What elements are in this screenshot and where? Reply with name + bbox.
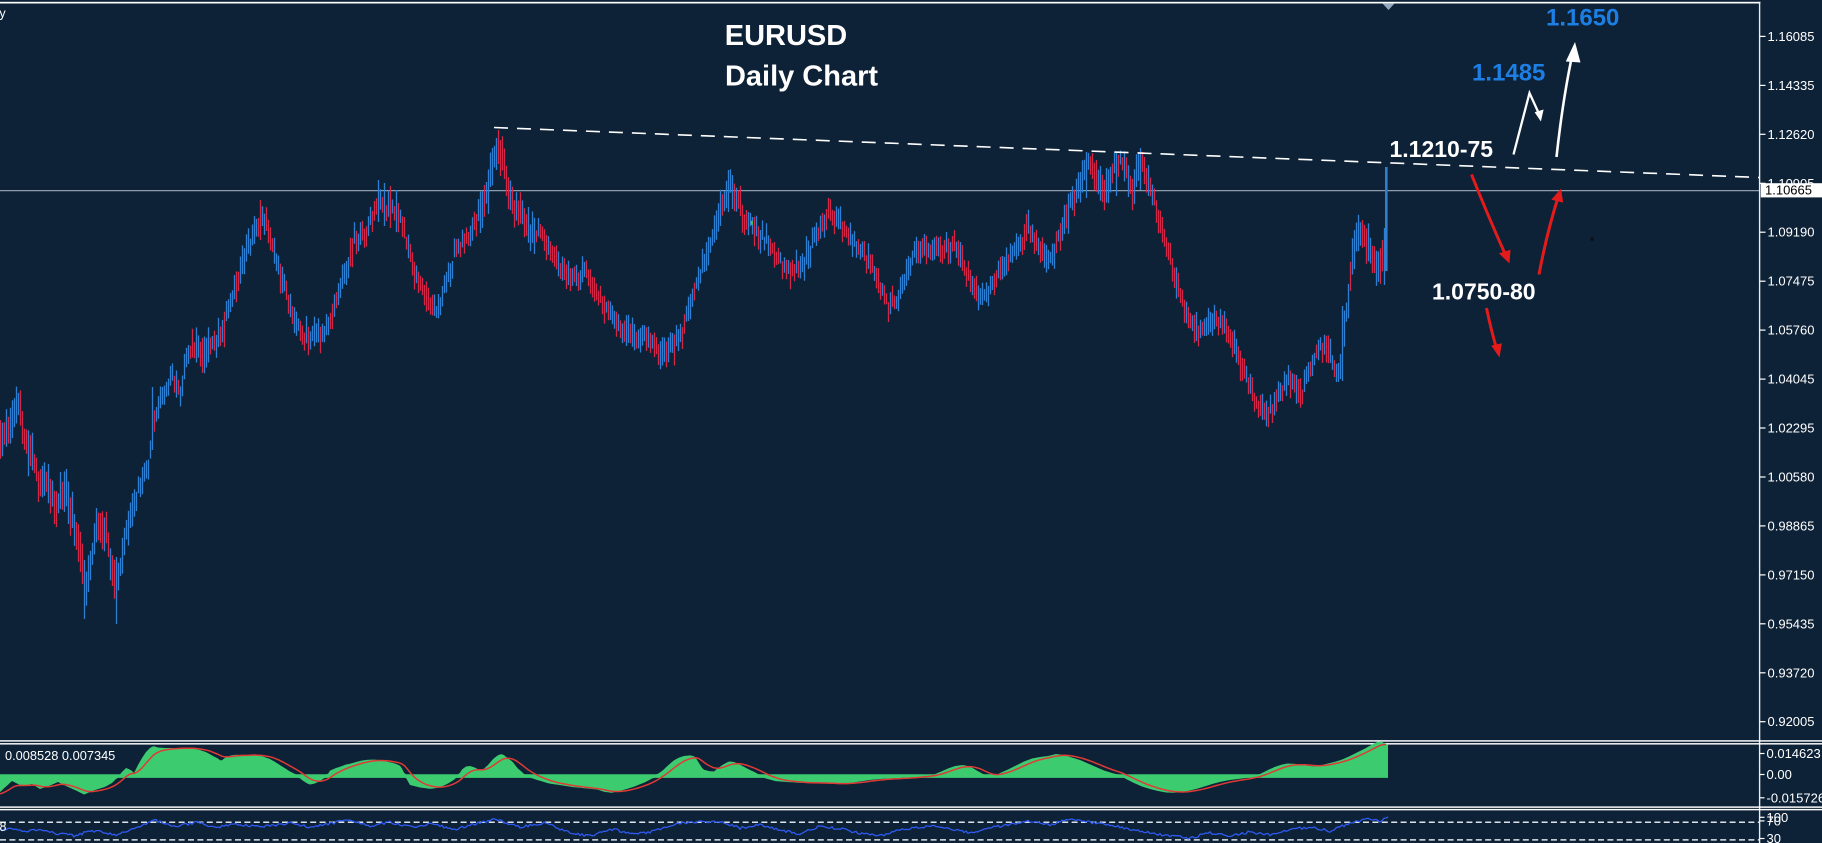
svg-text:0.008528 0.007345: 0.008528 0.007345 — [5, 748, 115, 763]
svg-text:1.1485: 1.1485 — [1472, 59, 1545, 86]
svg-text:EURUSD: EURUSD — [725, 20, 847, 52]
svg-text:70: 70 — [1767, 813, 1781, 828]
svg-text:0.95435: 0.95435 — [1768, 616, 1815, 631]
svg-text:1.16085: 1.16085 — [1768, 29, 1815, 44]
svg-text:1.10665: 1.10665 — [1765, 183, 1812, 198]
svg-text:0.92005: 0.92005 — [1768, 714, 1815, 729]
svg-text:1.1650: 1.1650 — [1546, 5, 1619, 32]
svg-text:100: 100 — [1767, 810, 1789, 825]
svg-text:0.00: 0.00 — [1767, 767, 1792, 782]
svg-text:1.04045: 1.04045 — [1768, 372, 1815, 387]
svg-text:-0.015726: -0.015726 — [1767, 790, 1822, 805]
svg-text:1.02295: 1.02295 — [1768, 421, 1815, 436]
svg-text:0.97150: 0.97150 — [1768, 567, 1815, 582]
svg-text:1.14335: 1.14335 — [1768, 78, 1815, 93]
svg-text:1.0750-80: 1.0750-80 — [1432, 279, 1536, 305]
svg-text:30: 30 — [1767, 831, 1781, 843]
svg-text:0.98865: 0.98865 — [1768, 518, 1815, 533]
svg-text:0.93720: 0.93720 — [1768, 665, 1815, 680]
svg-text:1.12620: 1.12620 — [1768, 127, 1815, 142]
svg-text:1.09190: 1.09190 — [1768, 225, 1815, 240]
svg-text:0.014623: 0.014623 — [1767, 746, 1821, 761]
svg-text:8: 8 — [0, 820, 7, 834]
svg-text:1.05760: 1.05760 — [1768, 323, 1815, 338]
svg-text:1.07475: 1.07475 — [1768, 274, 1815, 289]
svg-text:y: y — [0, 7, 6, 21]
svg-text:1.00580: 1.00580 — [1768, 470, 1815, 485]
svg-text:1.1210-75: 1.1210-75 — [1390, 136, 1494, 162]
svg-text:Daily Chart: Daily Chart — [725, 61, 878, 93]
